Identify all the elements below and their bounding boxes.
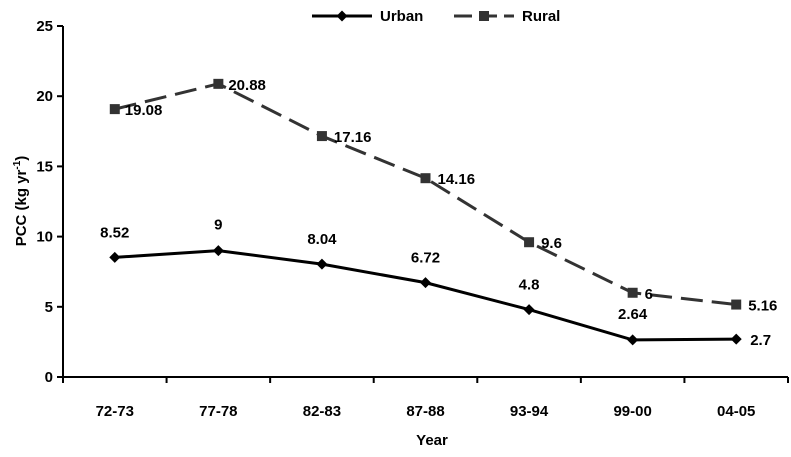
axes <box>62 26 788 378</box>
legend-marker-urban <box>336 10 348 22</box>
series-urban: 8.52 9 8.04 6.72 4.8 2.64 2.7 <box>100 217 771 349</box>
data-label-urban: 2.7 <box>750 332 771 349</box>
data-point-rural <box>420 173 431 184</box>
y-tick-label: 10 <box>36 229 53 246</box>
x-tick-label: 82-83 <box>303 403 341 420</box>
y-tick-label: 20 <box>36 88 53 105</box>
data-point-urban <box>316 258 328 270</box>
series-rural: 19.08 20.88 17.16 14.16 9.6 6 5.16 <box>109 77 777 315</box>
data-label-rural: 20.88 <box>228 77 266 94</box>
data-label-rural: 14.16 <box>438 171 476 188</box>
x-tick-label: 87-88 <box>406 403 444 420</box>
y-tick-label: 25 <box>36 18 53 35</box>
x-axis-title: Year <box>416 432 448 449</box>
data-point-rural <box>524 237 535 248</box>
legend: Urban Rural <box>312 8 560 25</box>
data-label-urban: 9 <box>214 217 222 234</box>
data-point-urban <box>420 277 431 289</box>
series-group: 8.52 9 8.04 6.72 4.8 2.64 2.7 19.08 20.88 17.16 14… <box>100 77 777 349</box>
legend-label-rural: Rural <box>522 8 560 25</box>
legend-label-urban: Urban <box>380 8 423 25</box>
series-line-rural <box>114 82 737 307</box>
data-label-rural: 19.08 <box>125 102 163 119</box>
data-point-urban <box>627 334 639 346</box>
x-tick-label: 72-73 <box>96 403 134 420</box>
data-label-urban: 6.72 <box>411 250 440 267</box>
y-tick-label: 0 <box>45 369 53 386</box>
data-point-rural <box>316 131 327 142</box>
data-label-rural: 17.16 <box>334 129 372 146</box>
x-tick-label: 93-94 <box>510 403 549 420</box>
x-ticks: 72-73 77-78 82-83 87-88 93-94 99-00 04-05 <box>62 377 789 420</box>
data-point-rural <box>213 78 224 89</box>
data-label-rural: 6 <box>645 286 653 303</box>
y-ticks: 0 5 10 15 20 25 <box>36 18 63 386</box>
data-point-urban <box>212 245 224 257</box>
data-point-rural <box>627 287 638 298</box>
data-label-urban: 8.52 <box>100 224 129 241</box>
y-axis-title: PCC (kg yr-1) <box>12 156 30 247</box>
data-point-urban <box>109 251 121 263</box>
data-label-rural: 9.6 <box>541 235 562 252</box>
data-point-urban <box>730 333 742 345</box>
data-point-urban <box>523 304 535 316</box>
x-tick-label: 04-05 <box>717 403 755 420</box>
data-point-rural <box>731 299 742 310</box>
data-label-urban: 8.04 <box>307 231 337 248</box>
x-tick-label: 99-00 <box>613 403 651 420</box>
y-tick-label: 5 <box>45 299 53 316</box>
legend-marker-rural <box>479 11 489 21</box>
y-axis-title-superscript: -1 <box>12 160 23 169</box>
data-label-urban: 2.64 <box>618 306 648 323</box>
data-label-rural: 5.16 <box>748 298 777 315</box>
data-label-urban: 4.8 <box>519 277 540 294</box>
x-tick-label: 77-78 <box>199 403 237 420</box>
data-point-rural <box>109 104 120 115</box>
y-tick-label: 15 <box>36 158 53 175</box>
